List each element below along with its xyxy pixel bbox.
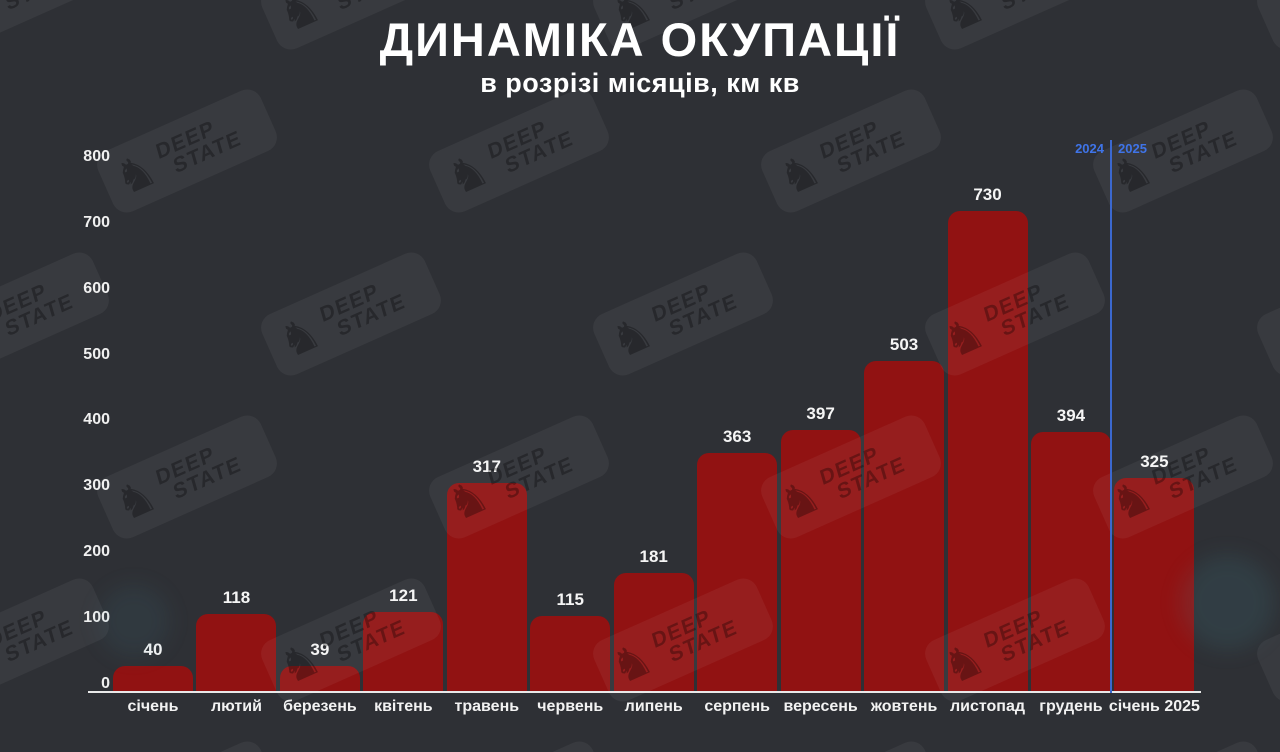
- chart-title: ДИНАМІКА ОКУПАЦІЇ: [379, 13, 901, 66]
- y-axis-tick-label: 200: [83, 543, 110, 561]
- x-axis-category-label: листопад: [949, 698, 1025, 715]
- bar: [1030, 432, 1111, 692]
- y-axis-tick-label: 800: [83, 147, 110, 165]
- bar-value-label: 397: [806, 404, 835, 423]
- x-axis-category-label: травень: [454, 698, 520, 715]
- bar: [363, 612, 444, 692]
- x-axis-category-label: вересень: [783, 698, 858, 715]
- bar-value-label: 730: [973, 185, 1002, 204]
- y-axis-tick-label: 400: [83, 411, 110, 429]
- bar-value-label: 40: [143, 640, 163, 659]
- bar-value-label: 115: [556, 590, 584, 609]
- bar-value-label: 317: [472, 457, 501, 476]
- chart-subtitle: в розрізі місяців, км кв: [480, 67, 800, 98]
- x-axis-category-label: жовтень: [870, 698, 938, 715]
- x-axis-category-label: липень: [624, 698, 683, 715]
- bar: [697, 453, 778, 692]
- bar-value-label: 118: [222, 588, 251, 607]
- x-axis-line: [88, 691, 1201, 693]
- y-axis-tick-label: 0: [101, 675, 110, 692]
- y-axis-tick-label: 700: [83, 213, 110, 231]
- year-label-2025: 2025: [1118, 141, 1147, 156]
- x-axis-category-label: грудень: [1039, 698, 1103, 715]
- y-axis-tick-label: 600: [83, 279, 110, 297]
- bar: [864, 361, 945, 692]
- bar: [196, 614, 277, 692]
- bar-value-label: 325: [1140, 452, 1169, 471]
- bar-value-label: 394: [1056, 406, 1086, 425]
- x-axis-category-label: січень: [127, 698, 179, 715]
- bar: [1114, 478, 1195, 692]
- y-axis-tick-label: 300: [83, 477, 110, 495]
- x-axis-category-label: лютий: [210, 698, 262, 715]
- bar: [613, 573, 694, 692]
- chart-header: ДИНАМІКА ОКУПАЦІЇ в розрізі місяців, км …: [0, 14, 1280, 99]
- year-label-2024: 2024: [1075, 141, 1104, 156]
- bar-value-label: 121: [389, 586, 418, 605]
- bar-value-label: 39: [310, 640, 330, 659]
- x-axis-category-label: серпень: [704, 698, 770, 715]
- bar: [530, 616, 611, 692]
- bar: [446, 483, 527, 692]
- bar-value-label: 181: [639, 547, 668, 566]
- bar: [947, 211, 1028, 692]
- y-axis-tick-label: 500: [83, 345, 110, 363]
- bar: [113, 666, 193, 692]
- x-axis-category-label: квітень: [374, 698, 433, 715]
- y-axis-tick-label: 100: [83, 609, 110, 627]
- bar: [780, 430, 861, 692]
- x-axis-category-label: січень 2025: [1108, 698, 1200, 715]
- bar: [279, 666, 360, 692]
- year-divider-line: [1110, 140, 1112, 693]
- x-axis-category-label: березень: [283, 698, 357, 715]
- bar-value-label: 363: [722, 427, 752, 446]
- bar-value-label: 503: [889, 335, 919, 354]
- x-axis-category-label: червень: [537, 698, 604, 715]
